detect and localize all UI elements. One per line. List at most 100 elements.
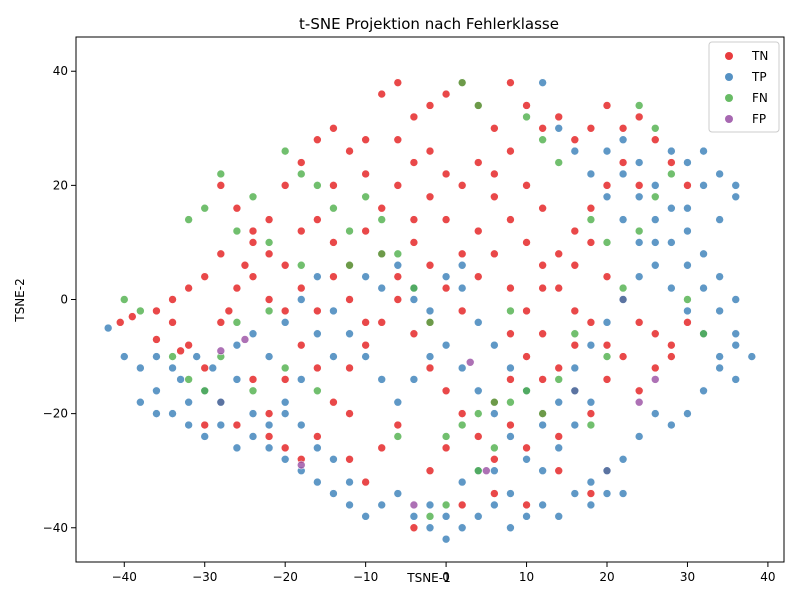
- point-fp-1: [240, 335, 250, 344]
- point-tn-52: [473, 158, 483, 167]
- point-tn-151: [296, 226, 306, 236]
- point-tn-146: [538, 203, 547, 213]
- point-tp-121: [329, 352, 338, 361]
- point-fn-59: [200, 386, 210, 396]
- point-tp-62: [554, 124, 564, 133]
- point-tn-41: [296, 283, 306, 293]
- point-tn-39: [248, 238, 258, 247]
- point-fn-19: [441, 432, 451, 441]
- point-tn-118: [618, 158, 628, 167]
- point-tp-108: [377, 283, 387, 293]
- point-tp-109: [393, 260, 403, 270]
- point-tp-8: [232, 375, 242, 384]
- point-tp-83: [602, 146, 612, 156]
- point-tn-31: [602, 101, 612, 110]
- point-tn-80: [441, 386, 451, 396]
- point-tp-103: [618, 295, 628, 304]
- point-tn-78: [409, 329, 419, 339]
- point-tp-84: [618, 135, 628, 145]
- point-tp-76: [715, 306, 724, 316]
- point-fn-10: [296, 169, 306, 179]
- point-tp-47: [377, 375, 387, 384]
- point-fn-45: [554, 158, 564, 167]
- point-tp-154: [296, 420, 306, 430]
- x-tick-label: −40: [112, 570, 137, 584]
- point-fn-60: [586, 215, 596, 224]
- point-tn-133: [457, 500, 467, 510]
- point-tp-27: [538, 500, 547, 510]
- point-tn-47: [393, 181, 403, 190]
- point-fn-1: [136, 306, 145, 316]
- point-fn-38: [377, 249, 387, 259]
- point-tp-105: [586, 340, 596, 350]
- point-tn-9: [248, 226, 258, 236]
- point-fn-29: [602, 352, 612, 361]
- point-tp-18: [393, 489, 403, 498]
- point-tp-35: [176, 375, 185, 384]
- point-tn-12: [296, 158, 306, 167]
- point-fn-20: [457, 420, 467, 430]
- point-tn-5: [200, 272, 210, 281]
- point-fp-5: [482, 466, 491, 476]
- point-tn-55: [522, 238, 531, 247]
- point-tp-22: [457, 523, 467, 533]
- point-tn-119: [634, 181, 644, 190]
- point-tn-92: [634, 386, 644, 396]
- point-tp-74: [747, 352, 757, 361]
- point-tp-80: [650, 215, 660, 224]
- point-tn-150: [329, 181, 338, 190]
- point-fn-61: [602, 238, 612, 247]
- point-fn-3: [184, 215, 193, 224]
- x-tick-label: −20: [273, 570, 298, 584]
- point-tp-41: [280, 318, 290, 327]
- point-tp-139: [586, 500, 596, 510]
- point-fn-52: [473, 409, 483, 418]
- point-tn-57: [554, 283, 564, 293]
- point-fp-6: [634, 397, 644, 407]
- x-tick-label: 40: [760, 570, 775, 584]
- point-tn-70: [280, 443, 290, 453]
- point-fn-32: [650, 192, 660, 202]
- point-tn-107: [441, 283, 451, 293]
- point-tp-57: [538, 466, 547, 476]
- point-tn-59: [586, 238, 596, 247]
- point-tp-97: [699, 146, 708, 156]
- point-tp-118: [538, 420, 547, 430]
- point-tp-114: [473, 318, 483, 327]
- point-tp-55: [506, 432, 515, 441]
- point-fn-25: [538, 409, 547, 418]
- point-tn-159: [506, 329, 515, 339]
- point-tn-160: [538, 375, 547, 384]
- point-tp-13: [313, 477, 322, 487]
- point-tp-28: [554, 512, 564, 521]
- x-tick-label: 20: [599, 570, 614, 584]
- point-fn-47: [522, 112, 531, 122]
- point-tp-145: [683, 409, 692, 418]
- point-fn-34: [683, 295, 692, 304]
- point-tp-36: [192, 352, 201, 361]
- point-tn-33: [634, 112, 644, 122]
- point-tn-20: [425, 101, 435, 110]
- point-tn-7: [224, 306, 234, 316]
- point-tn-128: [377, 443, 387, 453]
- point-tn-54: [506, 215, 515, 224]
- x-tick-label: 10: [519, 570, 534, 584]
- point-tn-115: [570, 226, 580, 236]
- point-tp-155: [280, 409, 290, 418]
- point-fn-42: [248, 386, 258, 396]
- point-tp-93: [731, 192, 741, 202]
- point-tn-156: [457, 249, 467, 259]
- point-tn-35: [667, 158, 676, 167]
- point-fn-28: [586, 420, 596, 430]
- point-fn-46: [538, 135, 547, 145]
- point-tn-4: [184, 283, 193, 293]
- point-tp-2: [136, 363, 145, 373]
- y-axis-label: TSNE-2: [13, 278, 27, 322]
- point-tp-138: [490, 466, 499, 476]
- point-tn-102: [361, 318, 370, 327]
- y-axis-ticks: −40 −20 0 20 40: [43, 64, 76, 535]
- legend-box: [708, 41, 780, 133]
- x-tick-label: 30: [680, 570, 695, 584]
- point-fn-31: [634, 226, 644, 236]
- point-tp-7: [216, 397, 226, 407]
